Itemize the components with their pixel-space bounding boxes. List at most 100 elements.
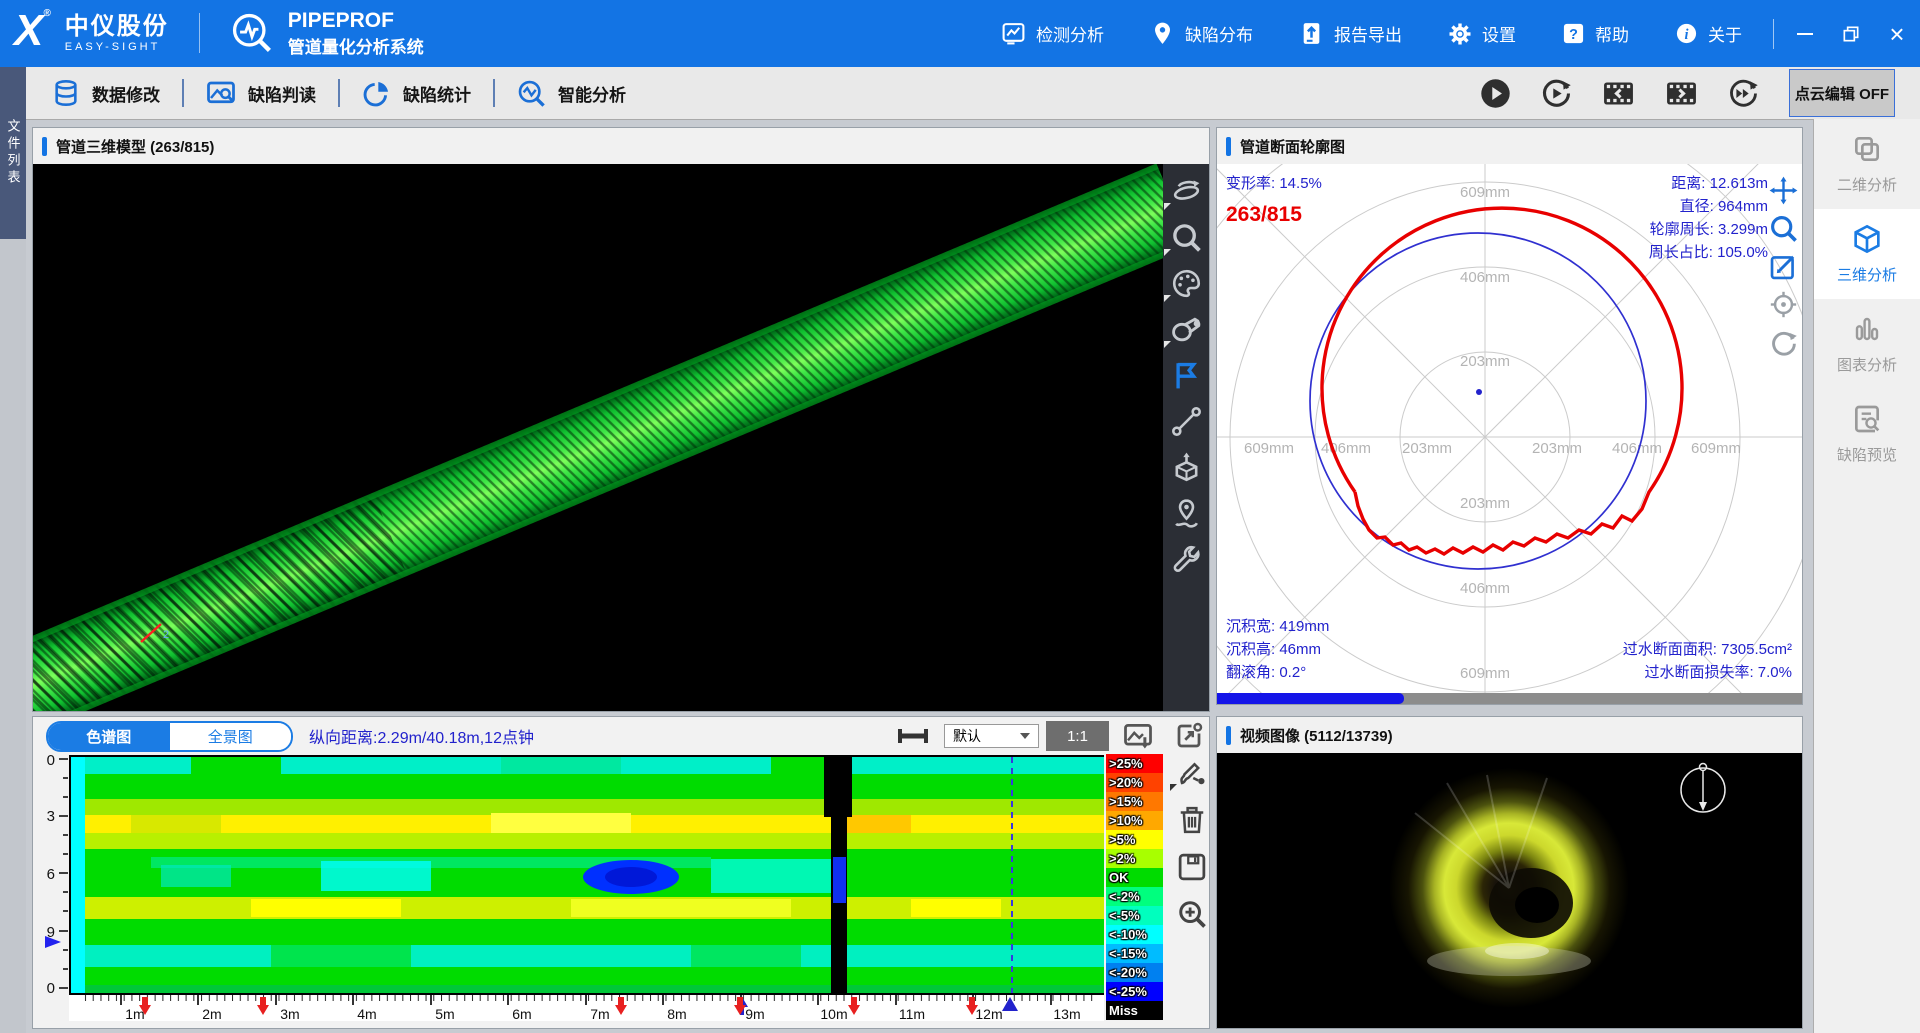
legend-row: >2%: [1106, 849, 1163, 868]
tool-defect-read[interactable]: 缺陷判读: [184, 78, 338, 108]
preset-dropdown[interactable]: 默认: [944, 724, 1039, 748]
panel-video: 视频图像 (5112/13739): [1216, 716, 1803, 1029]
next-frame-button[interactable]: [1665, 77, 1698, 110]
sidebar-item-3d-analysis[interactable]: 三维分析: [1814, 209, 1920, 299]
locate-path-tool[interactable]: [1171, 498, 1202, 529]
section-profile-chart[interactable]: 609mm 406mm 203mm 203mm 406mm 609mm 609m…: [1217, 164, 1802, 694]
tab-spectrogram[interactable]: 色谱图: [48, 723, 170, 750]
smart-analysis-icon: [517, 79, 546, 108]
svg-text:406mm: 406mm: [1321, 440, 1371, 457]
zoom-tool[interactable]: [1769, 214, 1798, 243]
stat-value: 7305.5cm²: [1721, 641, 1792, 658]
title-accent: [1226, 726, 1231, 745]
stat-label: 沉积宽:: [1226, 618, 1275, 635]
menu-settings[interactable]: 设置: [1425, 0, 1539, 67]
main-menu: 检测分析 缺陷分布 报告导出 设置 帮助 关于: [978, 0, 1920, 67]
pan-tool[interactable]: [1769, 176, 1798, 205]
orbit-tool[interactable]: [1171, 176, 1202, 207]
svg-text:6: 6: [47, 866, 55, 883]
clock-axis: 0 3 6 9 0: [33, 755, 69, 993]
sidebar-item-chart-analysis[interactable]: 图表分析: [1814, 299, 1920, 389]
menu-report-export[interactable]: 报告导出: [1276, 0, 1425, 67]
pointcloud-edit-label: 点云编辑 OFF: [1795, 83, 1889, 104]
popout-button[interactable]: [1174, 721, 1204, 751]
view-mode-tool[interactable]: [1171, 314, 1202, 345]
restore-button[interactable]: [1828, 0, 1874, 67]
question-mark-icon: [1562, 22, 1585, 45]
right-sidebar: 二维分析 三维分析 图表分析 缺陷预览: [1813, 119, 1920, 1033]
minimize-button[interactable]: [1782, 0, 1828, 67]
zoom-tool[interactable]: [1171, 222, 1202, 253]
stat-label: 直径:: [1680, 198, 1714, 215]
legend-row: Miss: [1106, 1001, 1163, 1020]
stat-label: 翻滚角:: [1226, 664, 1275, 681]
panel-video-title-bar: 视频图像 (5112/13739): [1217, 717, 1802, 754]
zoom-in-tool[interactable]: [1177, 899, 1207, 929]
menu-label: 缺陷分布: [1185, 21, 1253, 46]
width-measure-icon[interactable]: [897, 724, 929, 748]
replay-button[interactable]: [1541, 78, 1572, 109]
view-tabs: 色谱图 全景图: [46, 721, 293, 752]
window-controls: ×: [1782, 0, 1920, 67]
tool-defect-stats[interactable]: 缺陷统计: [340, 79, 493, 108]
deformation-stats: 变形率: 14.5% 263/815: [1226, 172, 1322, 227]
play-button[interactable]: [1480, 78, 1511, 109]
legend-row: <-20%: [1106, 963, 1163, 982]
tool-smart-analysis[interactable]: 智能分析: [495, 79, 648, 108]
delete-tool[interactable]: [1177, 805, 1207, 835]
menu-label: 检测分析: [1036, 21, 1104, 46]
pointcloud-viewport[interactable]: 2: [33, 164, 1209, 711]
stat-value: 964mm: [1718, 198, 1768, 215]
panel-cross-section: 管道断面轮廓图 609mm 406mm 203mm 203mm 406mm 60…: [1216, 127, 1803, 705]
menu-about[interactable]: 关于: [1652, 0, 1765, 67]
fast-forward-button[interactable]: [1728, 78, 1759, 109]
video-frame[interactable]: [1217, 753, 1802, 1028]
distance-ruler[interactable]: 1m2m 3m4m 5m6m 7m8m 9m10m 11m12m 13m: [69, 993, 1104, 1021]
previous-frame-button[interactable]: [1602, 77, 1635, 110]
sidebar-item-2d-analysis[interactable]: 二维分析: [1814, 119, 1920, 209]
close-button[interactable]: ×: [1874, 0, 1920, 67]
viewport-toolbar: [1163, 164, 1209, 711]
submenu-arrow: [1170, 784, 1177, 791]
title-accent: [1226, 137, 1231, 156]
stat-value: 14.5%: [1279, 175, 1322, 192]
edit-tool[interactable]: [1769, 252, 1798, 281]
menu-defect-distribution[interactable]: 缺陷分布: [1127, 0, 1276, 67]
sidebar-item-defect-preview[interactable]: 缺陷预览: [1814, 389, 1920, 479]
brand-logo: X® 中仪股份 EASY-SIGHT PIPEPROF 管道量化分析系统: [0, 9, 424, 58]
flag-tool[interactable]: [1171, 360, 1202, 391]
save-image-button[interactable]: [1123, 721, 1153, 751]
measure-tool[interactable]: [1171, 406, 1202, 437]
palette-tool[interactable]: [1171, 268, 1202, 299]
section-progress-bar[interactable]: [1217, 693, 1802, 704]
menu-label: 帮助: [1595, 21, 1629, 46]
menu-help[interactable]: 帮助: [1539, 0, 1652, 67]
svg-text:13m: 13m: [1053, 1006, 1080, 1021]
menu-detect-analysis[interactable]: 检测分析: [978, 0, 1127, 67]
file-list-tab[interactable]: 文件列表: [0, 67, 26, 239]
scale-1to1-button[interactable]: 1:1: [1046, 721, 1109, 751]
pie-chart-icon: [362, 79, 391, 108]
stat-label: 过水断面面积:: [1623, 641, 1717, 658]
svg-text:7m: 7m: [590, 1006, 609, 1021]
scale-label: 1:1: [1067, 728, 1088, 745]
locate-tool[interactable]: [1769, 290, 1798, 319]
export-model-tool[interactable]: [1171, 452, 1202, 483]
tab-panorama[interactable]: 全景图: [170, 723, 292, 750]
stat-value: 46mm: [1279, 641, 1321, 658]
annotate-tool[interactable]: [1177, 758, 1207, 788]
save-tool[interactable]: [1177, 852, 1207, 882]
tool-data-edit[interactable]: 数据修改: [30, 79, 182, 107]
menu-label: 设置: [1482, 21, 1516, 46]
spectrum-heatmap[interactable]: [69, 755, 1104, 993]
rotate-tool[interactable]: [1769, 328, 1798, 357]
svg-text:6m: 6m: [512, 1006, 531, 1021]
pointcloud-edit-toggle[interactable]: 点云编辑 OFF: [1789, 69, 1895, 117]
wrench-tool[interactable]: [1171, 544, 1202, 575]
svg-text:203mm: 203mm: [1532, 440, 1582, 457]
cube-icon: [1851, 223, 1883, 255]
stat-label: 变形率:: [1226, 175, 1275, 192]
distance-stats: 距离: 12.613m 直径: 964mm 轮廓周长: 3.299m 周长占比:…: [1649, 172, 1768, 264]
legend-row: <-5%: [1106, 906, 1163, 925]
svg-text:8m: 8m: [667, 1006, 686, 1021]
